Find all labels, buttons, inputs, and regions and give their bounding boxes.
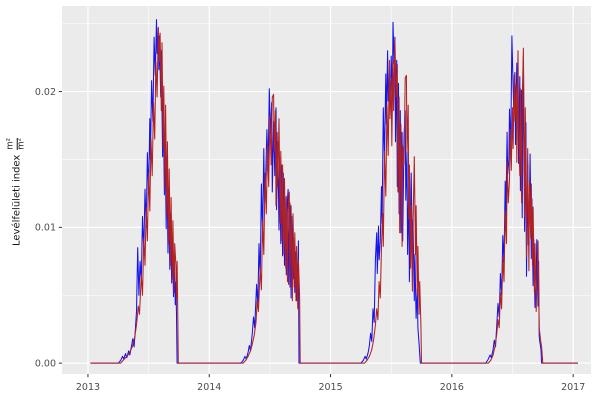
- unit-numerator: m²: [5, 137, 16, 150]
- x-tick-label: 2013: [76, 382, 100, 393]
- series-line-firebrick: [90, 27, 578, 364]
- y-tick-label: 0.00: [35, 358, 56, 369]
- x-tick-label: 2015: [318, 382, 342, 393]
- y-tick-label: 0.02: [35, 87, 56, 98]
- x-tick-label: 2017: [561, 382, 585, 393]
- y-axis-unit-fraction: m² m²: [5, 137, 28, 150]
- x-tick-label: 2014: [197, 382, 221, 393]
- x-tick-label: 2016: [440, 382, 464, 393]
- unit-denominator: m²: [16, 137, 27, 150]
- y-axis-title-content: Levélfelületi index m² m²: [5, 137, 28, 247]
- y-axis-title-text: Levélfelületi index: [11, 154, 23, 247]
- y-tick-label: 0.01: [35, 223, 56, 234]
